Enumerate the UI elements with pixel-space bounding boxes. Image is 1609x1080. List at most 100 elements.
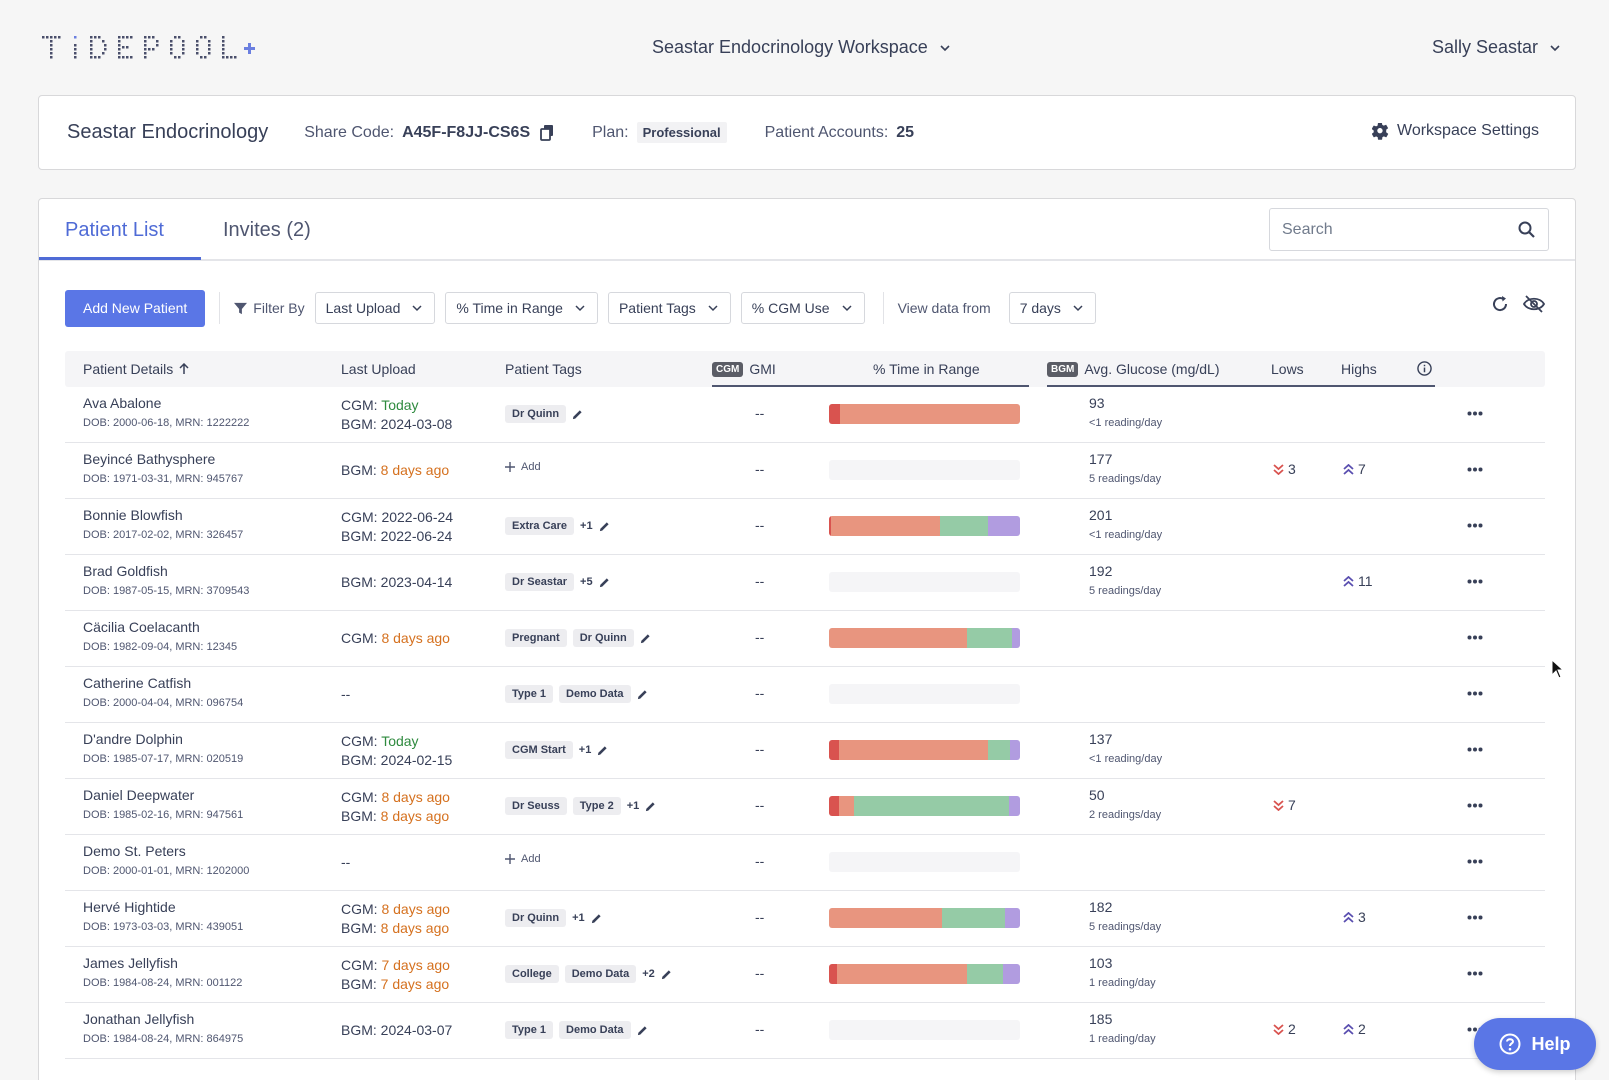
header-last-upload[interactable]: Last Upload <box>341 361 416 377</box>
more-actions-icon[interactable] <box>1467 971 1483 976</box>
more-actions-icon[interactable] <box>1467 467 1483 472</box>
patient-name[interactable]: Brad Goldfish <box>83 563 168 579</box>
edit-tags-icon[interactable] <box>597 745 608 756</box>
edit-tags-icon[interactable] <box>661 969 672 980</box>
table-row[interactable]: Bonnie Blowfish DOB: 2017-02-02, MRN: 326… <box>65 499 1545 555</box>
user-name: Sally Seastar <box>1432 37 1539 57</box>
patient-name[interactable]: Catherine Catfish <box>83 675 192 691</box>
add-tag-label: Add <box>521 853 541 865</box>
mouse-cursor-icon <box>1551 659 1565 679</box>
table-row[interactable]: D'andre Dolphin DOB: 1985-07-17, MRN: 020… <box>65 723 1545 779</box>
more-actions-icon[interactable] <box>1467 859 1483 864</box>
patient-name[interactable]: Jonathan Jellyfish <box>83 1011 195 1027</box>
last-upload-filter[interactable]: Last Upload <box>314 292 436 324</box>
readings-per-day: 2 readings/day <box>1089 809 1162 821</box>
more-tags-count[interactable]: +5 <box>580 576 593 588</box>
edit-tags-icon[interactable] <box>637 689 648 700</box>
more-actions-icon[interactable] <box>1467 691 1483 696</box>
patient-name[interactable]: James Jellyfish <box>83 955 178 971</box>
patient-tags-filter[interactable]: Patient Tags <box>607 292 731 324</box>
patient-name[interactable]: Cäcilia Coelacanth <box>83 619 200 635</box>
search-input[interactable] <box>1282 220 1518 239</box>
upload-source-label: CGM: <box>341 397 382 413</box>
time-in-range-filter[interactable]: % Time in Range <box>445 292 598 324</box>
table-row[interactable]: James Jellyfish DOB: 1984-08-24, MRN: 001… <box>65 947 1545 1003</box>
patient-dob-mrn: DOB: 1982-09-04, MRN: 12345 <box>83 641 238 653</box>
edit-tags-icon[interactable] <box>640 633 651 644</box>
add-tag-button[interactable]: Add <box>505 853 541 865</box>
patient-name[interactable]: Beyincé Bathysphere <box>83 451 216 467</box>
more-tags-count[interactable]: +2 <box>642 968 655 980</box>
more-actions-icon[interactable] <box>1467 635 1483 640</box>
workspace-settings-button[interactable]: Workspace Settings <box>1372 122 1539 140</box>
table-row[interactable]: Hervé Hightide DOB: 1973-03-03, MRN: 4390… <box>65 891 1545 947</box>
add-new-patient-button[interactable]: Add New Patient <box>65 289 206 327</box>
table-row[interactable]: Brad Goldfish DOB: 1987-05-15, MRN: 37095… <box>65 555 1545 611</box>
header-highs[interactable]: Highs <box>1341 361 1377 377</box>
edit-tags-icon[interactable] <box>645 801 656 812</box>
edit-tags-icon[interactable] <box>591 913 602 924</box>
add-tag-button[interactable]: Add <box>505 461 541 473</box>
edit-tags-icon[interactable] <box>599 577 610 588</box>
tab-invites[interactable]: Invites (2) <box>223 219 311 241</box>
table-row[interactable]: Daniel Deepwater DOB: 1985-02-16, MRN: 94… <box>65 779 1545 835</box>
more-actions-icon[interactable] <box>1467 579 1483 584</box>
gmi-value: -- <box>755 685 765 701</box>
tab-patient-list[interactable]: Patient List <box>65 219 164 241</box>
upload-date: Today <box>381 733 419 749</box>
patient-dob-mrn: DOB: 2000-06-18, MRN: 1222222 <box>83 417 250 429</box>
more-tags-count[interactable]: +1 <box>626 800 640 812</box>
view-data-from-select[interactable]: 7 days <box>1008 292 1096 324</box>
upload-source-label: BGM: <box>341 462 381 478</box>
edit-tags-icon[interactable] <box>572 409 583 420</box>
more-actions-icon[interactable] <box>1467 411 1483 416</box>
patient-name[interactable]: Hervé Hightide <box>83 899 176 915</box>
tir-segment <box>829 964 837 984</box>
patient-name[interactable]: Bonnie Blowfish <box>83 507 183 523</box>
more-actions-icon[interactable] <box>1467 747 1483 752</box>
header-gmi[interactable]: CGM GMI <box>712 361 776 377</box>
header-lows[interactable]: Lows <box>1271 361 1304 377</box>
edit-tags-icon[interactable] <box>599 521 610 532</box>
help-button[interactable]: Help <box>1474 1018 1596 1070</box>
more-tags-count[interactable]: +1 <box>580 520 593 532</box>
plan: Plan: Professional <box>592 122 727 143</box>
time-in-range-bar <box>829 404 1020 424</box>
workspace-selector[interactable]: Seastar Endocrinology Workspace <box>652 37 950 58</box>
time-in-range-bar <box>829 908 1020 928</box>
eye-off-icon[interactable] <box>1523 295 1545 313</box>
table-row[interactable]: Ava Abalone DOB: 2000-06-18, MRN: 1222222… <box>65 387 1545 443</box>
patient-name[interactable]: Daniel Deepwater <box>83 787 195 803</box>
user-menu[interactable]: Sally Seastar <box>1432 37 1560 58</box>
patient-name[interactable]: Demo St. Peters <box>83 843 186 859</box>
cgm-use-filter[interactable]: % CGM Use <box>740 292 865 324</box>
search-field[interactable] <box>1269 208 1549 251</box>
last-upload-cell: CGM: 2022-06-24 BGM: 2022-06-24 <box>341 508 453 546</box>
more-actions-icon[interactable] <box>1467 523 1483 528</box>
more-tags-count[interactable]: +1 <box>572 912 585 924</box>
table-row[interactable]: Demo St. Peters DOB: 2000-01-01, MRN: 120… <box>65 835 1545 891</box>
table-row[interactable]: Jonathan Jellyfish DOB: 1984-08-24, MRN: … <box>65 1003 1545 1059</box>
header-patient-details[interactable]: Patient Details <box>83 361 189 377</box>
table-row[interactable]: Beyincé Bathysphere DOB: 1971-03-31, MRN:… <box>65 443 1545 499</box>
copy-icon[interactable] <box>540 124 554 141</box>
table-row[interactable]: Cäcilia Coelacanth DOB: 1982-09-04, MRN: … <box>65 611 1545 667</box>
highs-count: 11 <box>1343 573 1373 589</box>
edit-tags-icon[interactable] <box>637 1025 648 1036</box>
search-icon[interactable] <box>1518 221 1536 239</box>
more-tags-count[interactable]: +1 <box>578 744 592 756</box>
refresh-icon[interactable] <box>1491 295 1509 313</box>
patient-name[interactable]: D'andre Dolphin <box>83 731 183 747</box>
upload-source-label: BGM: <box>341 808 381 824</box>
more-actions-icon[interactable] <box>1467 803 1483 808</box>
view-data-from-value: 7 days <box>1019 300 1061 316</box>
double-chevron-up-icon <box>1343 463 1354 475</box>
header-avg-glucose[interactable]: BGM Avg. Glucose (mg/dL) <box>1047 361 1219 377</box>
info-icon[interactable] <box>1417 361 1432 376</box>
patient-name[interactable]: Ava Abalone <box>83 395 162 411</box>
tidepool-logo[interactable] <box>42 34 260 60</box>
more-actions-icon[interactable] <box>1467 915 1483 920</box>
table-row[interactable]: Catherine Catfish DOB: 2000-04-04, MRN: 0… <box>65 667 1545 723</box>
patient-tag: Dr Quinn <box>505 909 567 927</box>
header-time-in-range[interactable]: % Time in Range <box>873 361 980 377</box>
